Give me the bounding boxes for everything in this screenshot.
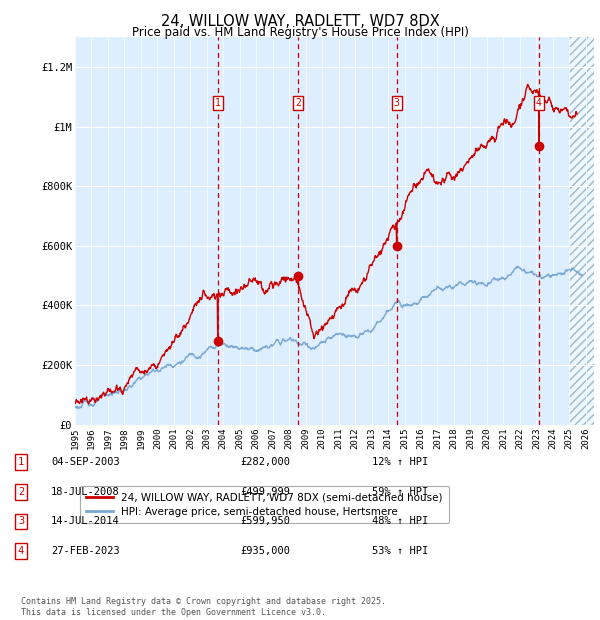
Text: 24, WILLOW WAY, RADLETT, WD7 8DX: 24, WILLOW WAY, RADLETT, WD7 8DX (161, 14, 439, 29)
Text: 12% ↑ HPI: 12% ↑ HPI (372, 457, 428, 467)
Text: 04-SEP-2003: 04-SEP-2003 (51, 457, 120, 467)
Text: £599,950: £599,950 (240, 516, 290, 526)
Text: 3: 3 (18, 516, 24, 526)
Text: 4: 4 (18, 546, 24, 556)
Text: 18-JUL-2008: 18-JUL-2008 (51, 487, 120, 497)
Text: 2: 2 (18, 487, 24, 497)
Text: Price paid vs. HM Land Registry's House Price Index (HPI): Price paid vs. HM Land Registry's House … (131, 26, 469, 39)
Bar (569, 37, 594, 425)
Text: £282,000: £282,000 (240, 457, 290, 467)
Bar (569, 37, 594, 425)
Text: Contains HM Land Registry data © Crown copyright and database right 2025.
This d: Contains HM Land Registry data © Crown c… (21, 598, 386, 617)
Legend: 24, WILLOW WAY, RADLETT, WD7 8DX (semi-detached house), HPI: Average price, semi: 24, WILLOW WAY, RADLETT, WD7 8DX (semi-d… (80, 486, 449, 523)
Text: £935,000: £935,000 (240, 546, 290, 556)
Text: 27-FEB-2023: 27-FEB-2023 (51, 546, 120, 556)
Text: 48% ↑ HPI: 48% ↑ HPI (372, 516, 428, 526)
Text: 2: 2 (295, 98, 301, 108)
Text: £499,999: £499,999 (240, 487, 290, 497)
Text: 14-JUL-2014: 14-JUL-2014 (51, 516, 120, 526)
Text: 53% ↑ HPI: 53% ↑ HPI (372, 546, 428, 556)
Text: 3: 3 (394, 98, 400, 108)
Text: 59% ↑ HPI: 59% ↑ HPI (372, 487, 428, 497)
Text: 4: 4 (536, 98, 542, 108)
Text: 1: 1 (215, 98, 221, 108)
Text: 1: 1 (18, 457, 24, 467)
